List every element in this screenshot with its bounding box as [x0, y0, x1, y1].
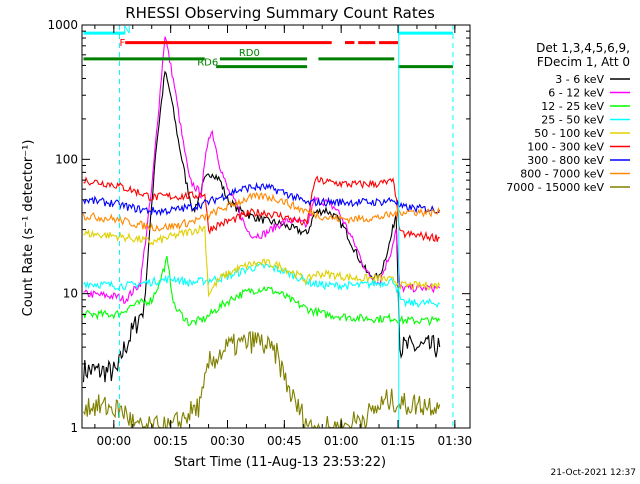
legend-label-3: 25 - 50 keV	[541, 114, 604, 127]
legend-label-2: 12 - 25 keV	[541, 100, 604, 113]
x-tick-label-0: 00:00	[97, 434, 132, 448]
x-tick-label-3: 00:45	[267, 434, 302, 448]
y-axis-label: Count Rate (s⁻¹ detector⁻¹)	[21, 140, 36, 317]
y-tick-label-2: 100	[55, 152, 78, 166]
plot-frame	[81, 24, 471, 429]
legend-label-0: 3 - 6 keV	[555, 73, 604, 86]
legend-label-7: 800 - 7000 keV	[520, 168, 604, 181]
x-tick-label-2: 00:30	[210, 434, 245, 448]
x-tick-label-1: 00:15	[153, 434, 188, 448]
y-tick-label-0: 1	[70, 421, 78, 435]
y-tick-label-1: 10	[63, 287, 78, 301]
legend-label-5: 100 - 300 keV	[527, 141, 604, 154]
x-tick-label-4: 01:00	[324, 434, 359, 448]
annotation-0: N	[123, 25, 130, 36]
series-line-4	[83, 224, 441, 298]
axes: 1 10 100 1000 00:00 00:15 00:30 00:45 01:00 01:15…	[47, 18, 472, 448]
series-line-5	[83, 175, 440, 242]
legend-label-4: 50 - 100 keV	[534, 127, 604, 140]
x-tick-label-5: 01:15	[381, 434, 416, 448]
plot-area: NF RD0 RD6	[82, 25, 454, 428]
series-line-6	[82, 181, 441, 217]
annotation-1: F	[120, 38, 126, 49]
x-axis-label: Start Time (11-Aug-13 23:53:22)	[174, 455, 386, 470]
x-tick-label-6: 01:30	[438, 434, 473, 448]
series-line-2	[82, 255, 441, 327]
annotation-3: RD6	[197, 57, 218, 68]
series-line-8	[83, 330, 441, 428]
legend-label-1: 6 - 12 keV	[548, 87, 604, 100]
y-tick-label-3: 1000	[47, 18, 78, 32]
annotation-2: RD0	[239, 48, 260, 59]
series-line-7	[82, 191, 441, 232]
legend-header-line-2: FDecim 1, Att 0	[537, 55, 630, 69]
legend-header-line-1: Det 1,3,4,5,6,9,	[536, 41, 630, 55]
series-line-0	[82, 70, 441, 383]
footer-date: 21-Oct-2021 12:37	[551, 468, 636, 478]
legend-label-8: 7000 - 15000 keV	[506, 181, 604, 194]
chart-title: RHESSI Observing Summary Count Rates	[125, 4, 435, 22]
legend-label-6: 300 - 800 keV	[527, 154, 604, 167]
